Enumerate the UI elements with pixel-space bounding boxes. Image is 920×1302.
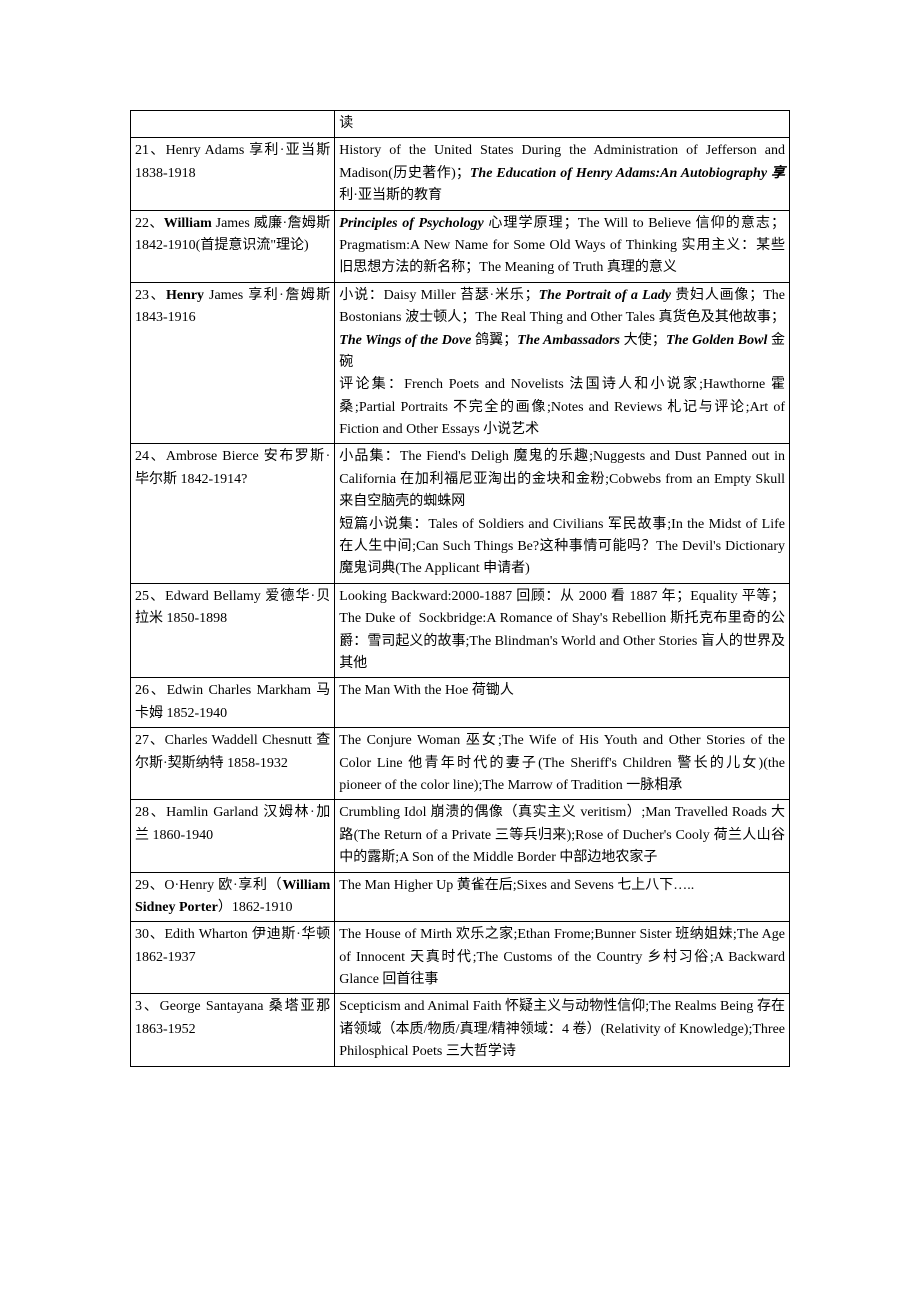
table-row: 22、William James 威廉·詹姆斯 1842-1910(首提意识流"… [131, 210, 790, 282]
author-cell: 28、Hamlin Garland 汉姆林·加兰 1860-1940 [131, 800, 335, 872]
document-page: 读21、Henry Adams 享利·亚当斯 1838-1918History … [0, 0, 920, 1127]
works-cell: Crumbling Idol 崩溃的偶像（真实主义 veritism）;Man … [335, 800, 790, 872]
author-cell: 22、William James 威廉·詹姆斯 1842-1910(首提意识流"… [131, 210, 335, 282]
works-cell: The Man Higher Up 黄雀在后;Sixes and Sevens … [335, 872, 790, 922]
works-cell: The Man With the Hoe 荷锄人 [335, 678, 790, 728]
table-row: 读 [131, 111, 790, 138]
author-cell: 29、O·Henry 欧·享利（William Sidney Porter）18… [131, 872, 335, 922]
table-row: 26、Edwin Charles Markham 马卡姆 1852-1940Th… [131, 678, 790, 728]
table-row: 3、George Santayana 桑塔亚那 1863-1952Sceptic… [131, 994, 790, 1066]
table-row: 24、Ambrose Bierce 安布罗斯·毕尔斯 1842-1914?小品集… [131, 444, 790, 583]
works-cell: The House of Mirth 欢乐之家;Ethan Frome;Bunn… [335, 922, 790, 994]
table-row: 29、O·Henry 欧·享利（William Sidney Porter）18… [131, 872, 790, 922]
works-cell: 小说：Daisy Miller 苔瑟·米乐；The Portrait of a … [335, 282, 790, 444]
table-row: 25、Edward Bellamy 爱德华·贝拉米 1850-1898Looki… [131, 583, 790, 678]
table-row: 27、Charles Waddell Chesnutt 查尔斯·契斯纳特 185… [131, 728, 790, 800]
author-cell [131, 111, 335, 138]
table-row: 28、Hamlin Garland 汉姆林·加兰 1860-1940Crumbl… [131, 800, 790, 872]
author-cell: 30、Edith Wharton 伊迪斯·华顿 1862-1937 [131, 922, 335, 994]
works-cell: The Conjure Woman 巫女;The Wife of His You… [335, 728, 790, 800]
author-cell: 21、Henry Adams 享利·亚当斯 1838-1918 [131, 138, 335, 210]
works-cell: Scepticism and Animal Faith 怀疑主义与动物性信仰;T… [335, 994, 790, 1066]
author-cell: 25、Edward Bellamy 爱德华·贝拉米 1850-1898 [131, 583, 335, 678]
table-row: 30、Edith Wharton 伊迪斯·华顿 1862-1937The Hou… [131, 922, 790, 994]
author-cell: 23、Henry James 享利·詹姆斯 1843-1916 [131, 282, 335, 444]
author-cell: 3、George Santayana 桑塔亚那 1863-1952 [131, 994, 335, 1066]
author-cell: 24、Ambrose Bierce 安布罗斯·毕尔斯 1842-1914? [131, 444, 335, 583]
table-row: 23、Henry James 享利·詹姆斯 1843-1916小说：Daisy … [131, 282, 790, 444]
works-cell: 小品集：The Fiend's Deligh 魔鬼的乐趣;Nuggests an… [335, 444, 790, 583]
works-cell: Looking Backward:2000-1887 回顾：从 2000 看 1… [335, 583, 790, 678]
works-cell: History of the United States During the … [335, 138, 790, 210]
works-cell: Principles of Psychology 心理学原理；The Will … [335, 210, 790, 282]
author-cell: 27、Charles Waddell Chesnutt 查尔斯·契斯纳特 185… [131, 728, 335, 800]
authors-works-table: 读21、Henry Adams 享利·亚当斯 1838-1918History … [130, 110, 790, 1067]
author-cell: 26、Edwin Charles Markham 马卡姆 1852-1940 [131, 678, 335, 728]
table-row: 21、Henry Adams 享利·亚当斯 1838-1918History o… [131, 138, 790, 210]
works-cell: 读 [335, 111, 790, 138]
